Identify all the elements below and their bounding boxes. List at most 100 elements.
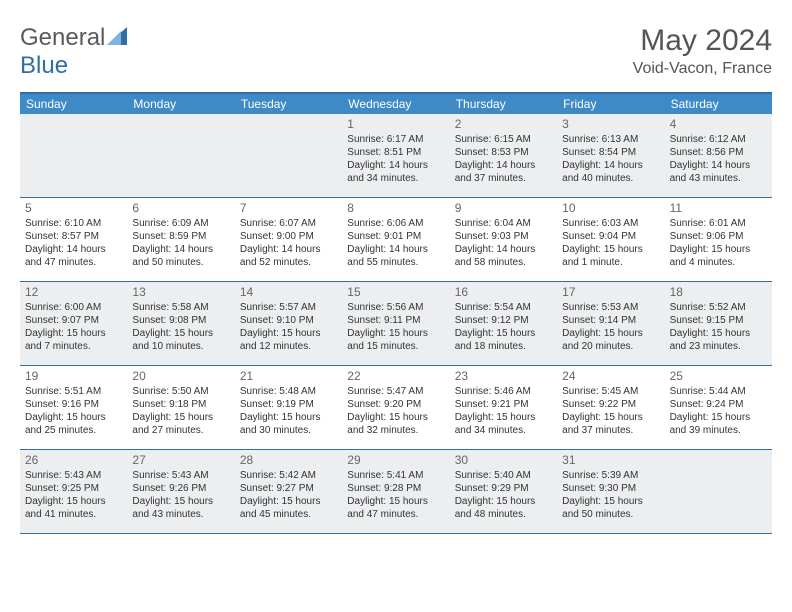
calendar-cell: 2 Sunrise: 6:15 AMSunset: 8:53 PMDaylight… <box>450 114 557 198</box>
day-info: Sunrise: 6:03 AMSunset: 9:04 PMDaylight:… <box>562 217 659 269</box>
day-info: Sunrise: 5:50 AMSunset: 9:18 PMDaylight:… <box>132 385 229 437</box>
day-number: 7 <box>240 201 337 215</box>
calendar-cell: 15 Sunrise: 5:56 AMSunset: 9:11 PMDayligh… <box>342 282 449 366</box>
day-info: Sunrise: 5:48 AMSunset: 9:19 PMDaylight:… <box>240 385 337 437</box>
calendar-cell <box>127 114 234 198</box>
calendar-grid: 1 Sunrise: 6:17 AMSunset: 8:51 PMDaylight… <box>20 114 772 534</box>
day-info: Sunrise: 5:54 AMSunset: 9:12 PMDaylight:… <box>455 301 552 353</box>
day-info: Sunrise: 5:39 AMSunset: 9:30 PMDaylight:… <box>562 469 659 521</box>
day-number: 21 <box>240 369 337 383</box>
day-number: 9 <box>455 201 552 215</box>
weekday-tue: Tuesday <box>235 94 342 114</box>
day-number: 25 <box>670 369 767 383</box>
day-number: 10 <box>562 201 659 215</box>
day-number: 14 <box>240 285 337 299</box>
day-number: 26 <box>25 453 122 467</box>
logo-text: GeneralBlue <box>20 24 127 80</box>
calendar-cell: 14 Sunrise: 5:57 AMSunset: 9:10 PMDayligh… <box>235 282 342 366</box>
logo-triangle-icon <box>107 27 127 45</box>
day-number: 27 <box>132 453 229 467</box>
calendar-cell: 13Sunrise: 5:58 AMSunset: 9:08 PMDayligh… <box>127 282 234 366</box>
day-info: Sunrise: 5:45 AMSunset: 9:22 PMDaylight:… <box>562 385 659 437</box>
day-info: Sunrise: 6:01 AMSunset: 9:06 PMDaylight:… <box>670 217 767 269</box>
calendar-cell: 29 Sunrise: 5:41 AMSunset: 9:28 PMDayligh… <box>342 450 449 534</box>
day-number: 24 <box>562 369 659 383</box>
day-info: Sunrise: 5:52 AMSunset: 9:15 PMDaylight:… <box>670 301 767 353</box>
day-number: 5 <box>25 201 122 215</box>
calendar-cell: 17 Sunrise: 5:53 AMSunset: 9:14 PMDayligh… <box>557 282 664 366</box>
location-label: Void-Vacon, France <box>633 60 772 78</box>
day-info: Sunrise: 5:41 AMSunset: 9:28 PMDaylight:… <box>347 469 444 521</box>
day-info: Sunrise: 6:10 AMSunset: 8:57 PMDaylight:… <box>25 217 122 269</box>
calendar-cell: 7 Sunrise: 6:07 AMSunset: 9:00 PMDaylight… <box>235 198 342 282</box>
calendar-page: GeneralBlue May 2024 Void-Vacon, France … <box>0 0 792 546</box>
day-info: Sunrise: 5:53 AMSunset: 9:14 PMDaylight:… <box>562 301 659 353</box>
month-title: May 2024 <box>633 24 772 58</box>
day-number: 23 <box>455 369 552 383</box>
weekday-sun: Sunday <box>20 94 127 114</box>
calendar-cell: 20 Sunrise: 5:50 AMSunset: 9:18 PMDayligh… <box>127 366 234 450</box>
calendar-cell: 26 Sunrise: 5:43 AMSunset: 9:25 PMDayligh… <box>20 450 127 534</box>
day-number: 1 <box>347 117 444 131</box>
day-info: Sunrise: 5:40 AMSunset: 9:29 PMDaylight:… <box>455 469 552 521</box>
calendar-cell: 4Sunrise: 6:12 AMSunset: 8:56 PMDaylight… <box>665 114 772 198</box>
day-number: 22 <box>347 369 444 383</box>
weekday-thu: Thursday <box>450 94 557 114</box>
calendar-cell: 22 Sunrise: 5:47 AMSunset: 9:20 PMDayligh… <box>342 366 449 450</box>
day-info: Sunrise: 6:12 AMSunset: 8:56 PMDaylight:… <box>670 133 767 185</box>
day-number: 6 <box>132 201 229 215</box>
day-number: 2 <box>455 117 552 131</box>
day-info: Sunrise: 6:17 AMSunset: 8:51 PMDaylight:… <box>347 133 444 185</box>
weekday-header: Sunday Monday Tuesday Wednesday Thursday… <box>20 94 772 114</box>
weekday-fri: Friday <box>557 94 664 114</box>
title-block: May 2024 Void-Vacon, France <box>633 24 772 78</box>
day-info: Sunrise: 5:56 AMSunset: 9:11 PMDaylight:… <box>347 301 444 353</box>
calendar-cell: 9 Sunrise: 6:04 AMSunset: 9:03 PMDaylight… <box>450 198 557 282</box>
calendar-cell <box>665 450 772 534</box>
day-info: Sunrise: 5:43 AMSunset: 9:25 PMDaylight:… <box>25 469 122 521</box>
weekday-sat: Saturday <box>665 94 772 114</box>
day-number: 15 <box>347 285 444 299</box>
calendar-cell <box>235 114 342 198</box>
day-number: 13 <box>132 285 229 299</box>
day-number: 12 <box>25 285 122 299</box>
calendar-cell: 16 Sunrise: 5:54 AMSunset: 9:12 PMDayligh… <box>450 282 557 366</box>
day-info: Sunrise: 6:00 AMSunset: 9:07 PMDaylight:… <box>25 301 122 353</box>
day-info: Sunrise: 6:15 AMSunset: 8:53 PMDaylight:… <box>455 133 552 185</box>
day-info: Sunrise: 6:04 AMSunset: 9:03 PMDaylight:… <box>455 217 552 269</box>
day-number: 16 <box>455 285 552 299</box>
calendar-cell: 25Sunrise: 5:44 AMSunset: 9:24 PMDayligh… <box>665 366 772 450</box>
day-info: Sunrise: 6:07 AMSunset: 9:00 PMDaylight:… <box>240 217 337 269</box>
day-info: Sunrise: 6:09 AMSunset: 8:59 PMDaylight:… <box>132 217 229 269</box>
day-info: Sunrise: 6:13 AMSunset: 8:54 PMDaylight:… <box>562 133 659 185</box>
day-number: 11 <box>670 201 767 215</box>
header: GeneralBlue May 2024 Void-Vacon, France <box>20 24 772 80</box>
day-number: 30 <box>455 453 552 467</box>
calendar-cell: 27 Sunrise: 5:43 AMSunset: 9:26 PMDayligh… <box>127 450 234 534</box>
calendar-cell: 28Sunrise: 5:42 AMSunset: 9:27 PMDayligh… <box>235 450 342 534</box>
weekday-mon: Monday <box>127 94 234 114</box>
day-info: Sunrise: 5:57 AMSunset: 9:10 PMDaylight:… <box>240 301 337 353</box>
day-info: Sunrise: 5:46 AMSunset: 9:21 PMDaylight:… <box>455 385 552 437</box>
calendar-cell: 10 Sunrise: 6:03 AMSunset: 9:04 PMDayligh… <box>557 198 664 282</box>
weekday-wed: Wednesday <box>342 94 449 114</box>
day-number: 18 <box>670 285 767 299</box>
day-number: 28 <box>240 453 337 467</box>
calendar-cell: 30 Sunrise: 5:40 AMSunset: 9:29 PMDayligh… <box>450 450 557 534</box>
calendar-cell: 12 Sunrise: 6:00 AMSunset: 9:07 PMDayligh… <box>20 282 127 366</box>
calendar-cell: 18 Sunrise: 5:52 AMSunset: 9:15 PMDayligh… <box>665 282 772 366</box>
logo-part2: Blue <box>20 52 68 79</box>
logo-part1: General <box>20 24 105 51</box>
calendar-cell: 19Sunrise: 5:51 AMSunset: 9:16 PMDayligh… <box>20 366 127 450</box>
day-info: Sunrise: 5:43 AMSunset: 9:26 PMDaylight:… <box>132 469 229 521</box>
day-number: 20 <box>132 369 229 383</box>
calendar-cell: 6 Sunrise: 6:09 AMSunset: 8:59 PMDaylight… <box>127 198 234 282</box>
logo: GeneralBlue <box>20 24 127 80</box>
day-info: Sunrise: 5:47 AMSunset: 9:20 PMDaylight:… <box>347 385 444 437</box>
calendar-cell: 8Sunrise: 6:06 AMSunset: 9:01 PMDaylight… <box>342 198 449 282</box>
calendar-cell: 23 Sunrise: 5:46 AMSunset: 9:21 PMDayligh… <box>450 366 557 450</box>
day-number: 29 <box>347 453 444 467</box>
calendar: Sunday Monday Tuesday Wednesday Thursday… <box>20 92 772 534</box>
calendar-cell: 3Sunrise: 6:13 AMSunset: 8:54 PMDaylight… <box>557 114 664 198</box>
day-number: 17 <box>562 285 659 299</box>
